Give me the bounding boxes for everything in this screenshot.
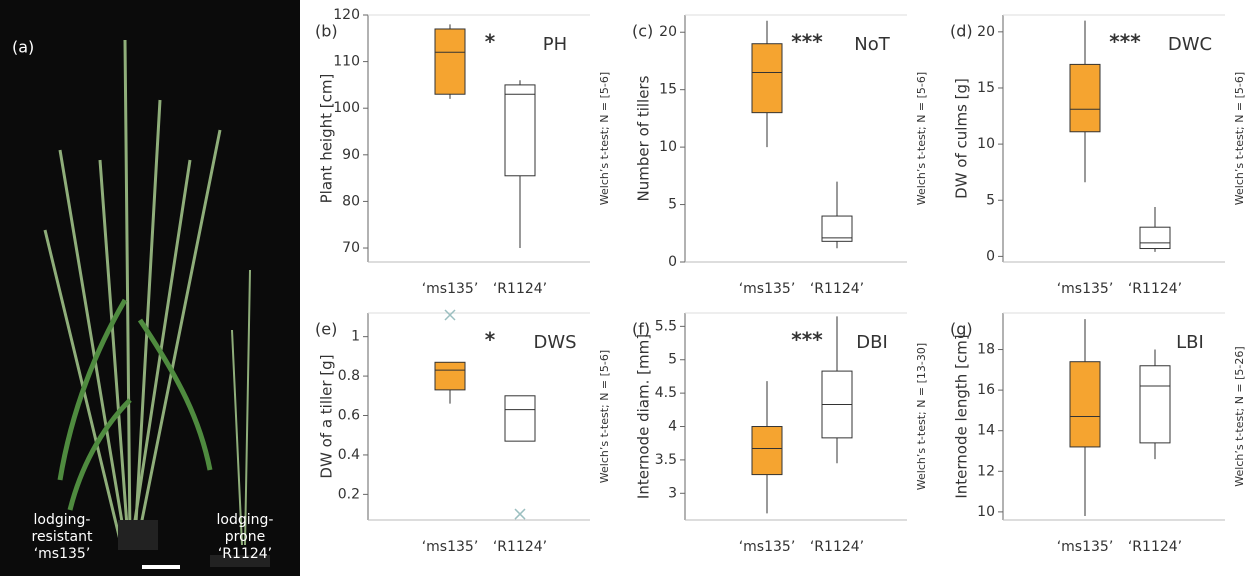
x-tick-label: ‘ms135’ (739, 281, 796, 297)
x-tick-label: ‘ms135’ (739, 539, 796, 555)
y-tick-label: 3 (668, 485, 677, 501)
y-tick-label: 10 (659, 139, 677, 155)
x-tick-label: ‘R1124’ (810, 281, 864, 297)
y-tick-label: 15 (977, 80, 995, 96)
y-tick-label: 120 (333, 7, 360, 23)
box (434, 361, 466, 391)
y-tick-label: 16 (977, 382, 995, 398)
panel-label: (c) (632, 22, 653, 41)
y-tick-label: 12 (977, 463, 995, 479)
test-note: Welch’s t-test; N = [13-30] (915, 343, 928, 490)
test-note: Welch’s t-test; N = [5-6] (915, 72, 928, 205)
y-tick-label: 0.8 (338, 368, 360, 384)
y-tick-label: 15 (659, 82, 677, 98)
y-axis-label: DW of culms [g] (953, 78, 971, 199)
y-tick-label: 5.5 (655, 318, 677, 334)
significance: * (485, 328, 496, 352)
y-tick-label: 5 (668, 352, 677, 368)
x-tick-label: ‘R1124’ (1128, 539, 1182, 555)
box (1069, 63, 1101, 133)
y-tick-label: 80 (342, 193, 360, 209)
y-tick-label: 70 (342, 240, 360, 256)
plant-illustration (43, 39, 251, 546)
y-tick-label: 5 (986, 192, 995, 208)
x-tick-label: ‘ms135’ (1057, 539, 1114, 555)
y-tick-label: 3.5 (655, 452, 677, 468)
x-tick-label: ‘ms135’ (422, 281, 479, 297)
significance: * (485, 30, 496, 54)
panel-title: DWC (1168, 34, 1212, 55)
y-axis-label: Internode diam. [mm] (635, 334, 653, 499)
y-tick-label: 18 (977, 342, 995, 358)
panel-title: DBI (856, 332, 888, 353)
panel-title: PH (543, 34, 567, 55)
panel-label: (f) (632, 320, 650, 339)
x-tick-label: ‘R1124’ (493, 281, 547, 297)
panel-label: (g) (950, 320, 973, 339)
y-tick-label: 10 (977, 136, 995, 152)
y-tick-label: 1 (351, 329, 360, 345)
y-axis-label: Plant height [cm] (318, 74, 336, 204)
y-tick-label: 0 (668, 254, 677, 270)
y-tick-label: 0.2 (338, 486, 360, 502)
y-tick-label: 4 (668, 419, 677, 435)
test-note: Welch’s t-test; N = [5-6] (598, 72, 611, 205)
panel-title: NoT (854, 34, 890, 55)
y-tick-label: 5 (668, 197, 677, 213)
y-axis-label: Internode length [cm] (953, 334, 971, 498)
significance: *** (791, 328, 823, 352)
box (434, 28, 466, 95)
photo-caption: prone (225, 529, 265, 545)
panel-label: (e) (315, 320, 337, 339)
significance: *** (791, 30, 823, 54)
panel-label: (b) (315, 22, 338, 41)
outlier (514, 508, 526, 520)
photo-caption: resistant (32, 529, 93, 545)
test-note: Welch’s t-test; N = [5-26] (1233, 346, 1246, 486)
y-tick-label: 20 (977, 24, 995, 40)
box (751, 426, 783, 476)
panel-label: (a) (12, 38, 34, 57)
panel-title: DWS (533, 332, 576, 353)
y-tick-label: 100 (333, 100, 360, 116)
photo-caption: lodging- (34, 512, 91, 528)
x-tick-label: ‘R1124’ (493, 539, 547, 555)
panel-title: LBI (1176, 332, 1204, 353)
test-note: Welch’s t-test; N = [5-6] (598, 350, 611, 483)
y-tick-label: 0 (986, 248, 995, 264)
y-axis-label: Number of tillers (635, 75, 653, 201)
y-axis-label: DW of a tiller [g] (318, 354, 336, 478)
box (1139, 226, 1171, 250)
box (1069, 361, 1101, 448)
pot (118, 520, 158, 550)
x-tick-label: ‘R1124’ (810, 539, 864, 555)
y-tick-label: 0.6 (338, 408, 360, 424)
pot (210, 555, 270, 567)
photo-caption: ‘R1124’ (218, 546, 272, 562)
significance: *** (1109, 30, 1141, 54)
photo-caption: ‘ms135’ (34, 546, 91, 562)
y-tick-label: 14 (977, 423, 995, 439)
scale-bar (142, 565, 180, 569)
outlier (444, 309, 456, 321)
photo-caption: lodging- (217, 512, 274, 528)
x-tick-label: ‘ms135’ (422, 539, 479, 555)
y-tick-label: 20 (659, 24, 677, 40)
y-tick-label: 110 (333, 54, 360, 70)
box (1139, 365, 1171, 444)
x-tick-label: ‘R1124’ (1128, 281, 1182, 297)
box (821, 215, 853, 242)
panel-label: (d) (950, 22, 973, 41)
test-note: Welch’s t-test; N = [5-6] (1233, 72, 1246, 205)
y-tick-label: 4.5 (655, 385, 677, 401)
y-tick-label: 90 (342, 147, 360, 163)
box (504, 84, 536, 177)
y-tick-label: 10 (977, 504, 995, 520)
y-tick-label: 0.4 (338, 447, 360, 463)
box (751, 43, 783, 114)
x-tick-label: ‘ms135’ (1057, 281, 1114, 297)
box (504, 395, 536, 442)
